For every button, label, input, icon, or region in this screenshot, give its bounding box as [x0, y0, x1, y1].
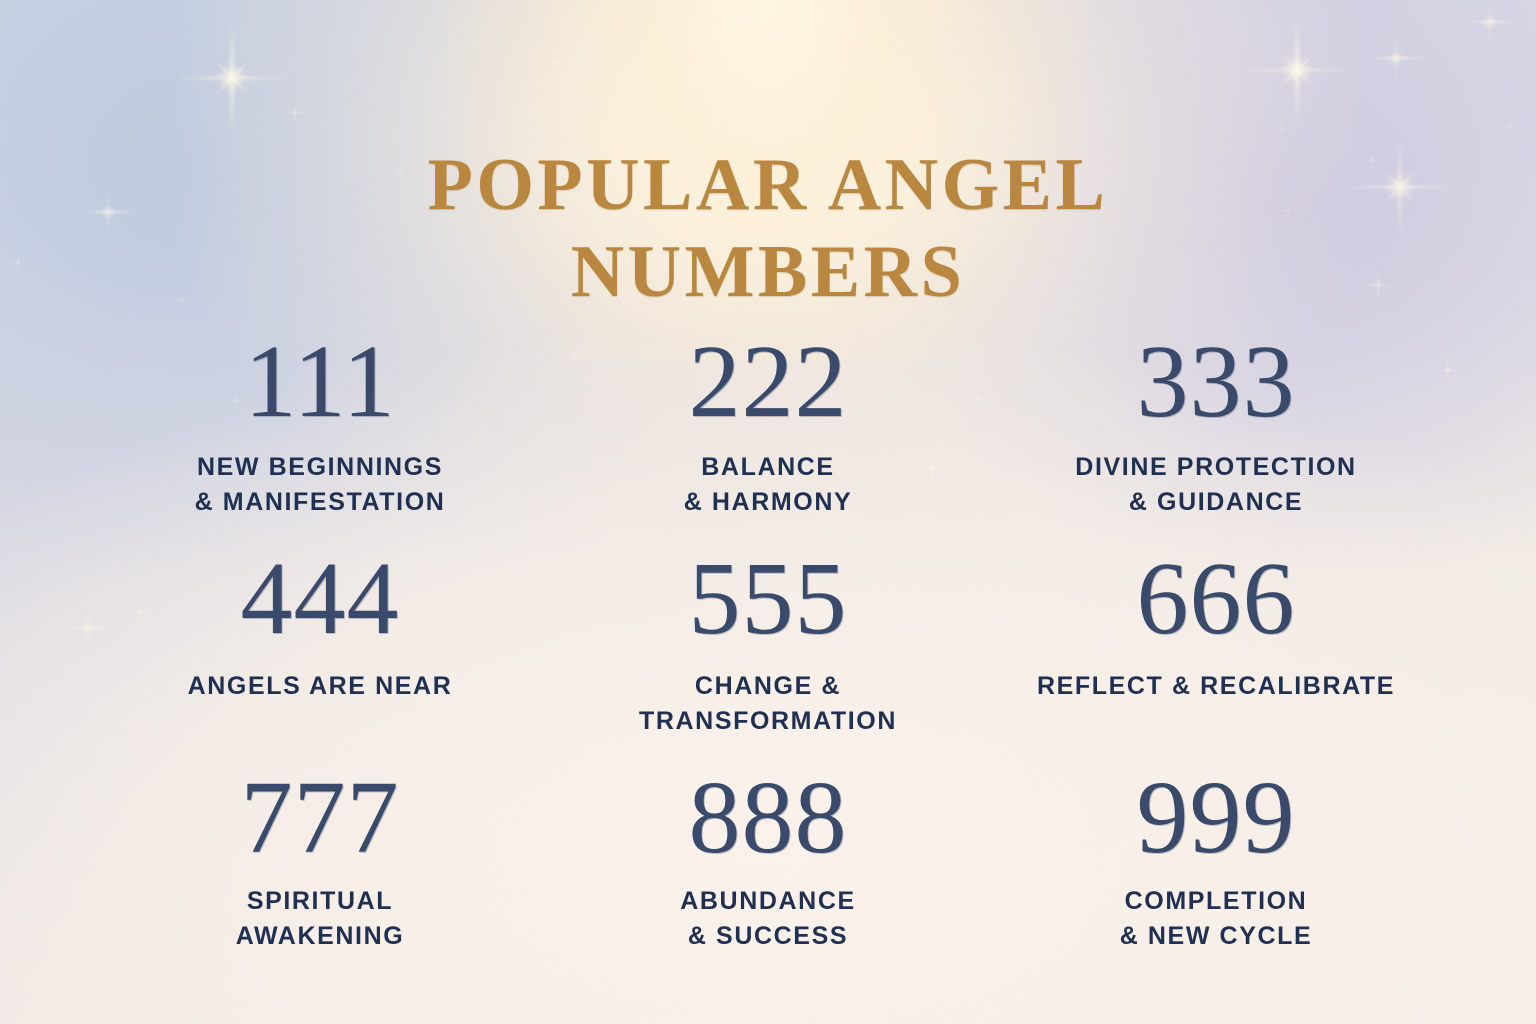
angel-number-meaning: CHANGE & TRANSFORMATION: [638, 672, 898, 735]
angel-number-meaning: NEW BEGINNINGS & MANIFESTATION: [194, 453, 446, 516]
angel-number-value: 555: [688, 541, 848, 656]
angel-number-value: 111: [244, 324, 396, 439]
angel-number-meaning: BALANCE & HARMONY: [683, 453, 853, 516]
angel-numbers-grid: 111 NEW BEGINNINGS & MANIFESTATION 222 B…: [96, 330, 1440, 953]
angel-number-card-777: 777 SPIRITUAL AWAKENING: [96, 766, 544, 953]
angel-number-meaning: REFLECT & RECALIBRATE: [1036, 672, 1396, 700]
angel-number-meaning: ANGELS ARE NEAR: [187, 672, 453, 700]
angel-number-meaning: COMPLETION & NEW CYCLE: [1119, 887, 1313, 950]
angel-number-card-333: 333 DIVINE PROTECTION & GUIDANCE: [992, 330, 1440, 519]
angel-number-value: 666: [1136, 541, 1296, 656]
angel-number-card-111: 111 NEW BEGINNINGS & MANIFESTATION: [96, 330, 544, 519]
angel-number-value: 777: [240, 760, 400, 875]
angel-number-card-888: 888 ABUNDANCE & SUCCESS: [544, 766, 992, 953]
angel-number-meaning: DIVINE PROTECTION & GUIDANCE: [1075, 453, 1357, 516]
page-title: POPULAR ANGEL NUMBERS: [427, 143, 1109, 313]
angel-number-card-444: 444 ANGELS ARE NEAR: [96, 547, 544, 738]
angel-number-value: 888: [688, 760, 848, 875]
angel-number-card-666: 666 REFLECT & RECALIBRATE: [992, 547, 1440, 738]
angel-number-value: 222: [688, 324, 848, 439]
angel-number-card-555: 555 CHANGE & TRANSFORMATION: [544, 547, 992, 738]
angel-number-value: 333: [1136, 324, 1296, 439]
angel-number-value: 444: [240, 541, 400, 656]
angel-number-card-222: 222 BALANCE & HARMONY: [544, 330, 992, 519]
angel-number-value: 999: [1136, 760, 1296, 875]
angel-number-meaning: SPIRITUAL AWAKENING: [235, 887, 405, 950]
angel-number-meaning: ABUNDANCE & SUCCESS: [680, 887, 856, 950]
angel-number-card-999: 999 COMPLETION & NEW CYCLE: [992, 766, 1440, 953]
